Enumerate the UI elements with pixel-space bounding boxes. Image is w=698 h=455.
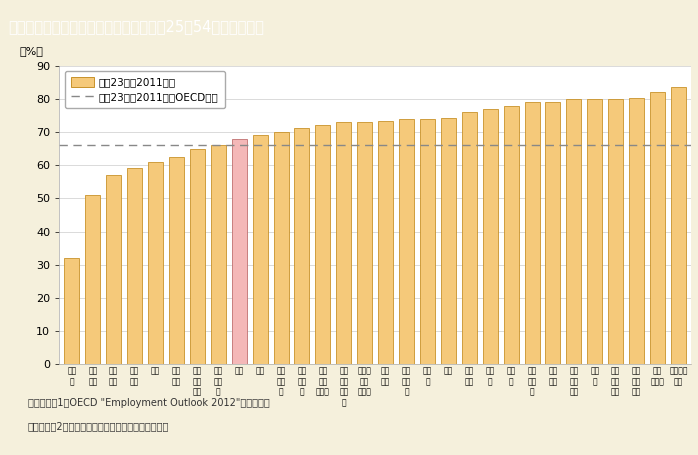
Bar — [462, 112, 477, 364]
Bar — [211, 145, 226, 364]
Bar — [357, 122, 372, 364]
Legend: 平成23年（2011年）, 平成23年（2011年）OECD平均: 平成23年（2011年）, 平成23年（2011年）OECD平均 — [64, 71, 225, 108]
Bar — [274, 132, 288, 364]
Text: （%）: （%） — [20, 46, 43, 56]
Bar — [232, 139, 247, 364]
Bar — [483, 109, 498, 364]
Bar — [671, 87, 686, 364]
Bar — [148, 162, 163, 364]
Bar — [127, 168, 142, 364]
Bar — [295, 128, 309, 364]
Bar — [545, 102, 560, 364]
Bar — [253, 135, 267, 364]
Bar — [420, 119, 435, 364]
Text: 2．就業率は「就業者数／人口」で計算。: 2．就業率は「就業者数／人口」で計算。 — [28, 421, 170, 431]
Bar — [378, 121, 393, 364]
Bar — [399, 119, 414, 364]
Bar — [85, 195, 101, 364]
Bar — [650, 92, 665, 364]
Bar — [587, 99, 602, 364]
Bar — [315, 125, 330, 364]
Text: （備考）　1．OECD "Employment Outlook 2012"より作成。: （備考） 1．OECD "Employment Outlook 2012"より作… — [28, 398, 269, 408]
Bar — [169, 157, 184, 364]
Bar — [524, 102, 540, 364]
Bar — [503, 106, 519, 364]
Text: 第１－２－２図　ＯＥＣＤ諸国の女性（25～54歳）の就業率: 第１－２－２図 ＯＥＣＤ諸国の女性（25～54歳）の就業率 — [8, 19, 265, 34]
Bar — [608, 99, 623, 364]
Bar — [336, 122, 351, 364]
Bar — [566, 100, 581, 364]
Bar — [106, 175, 121, 364]
Bar — [64, 258, 80, 364]
Bar — [629, 98, 644, 364]
Bar — [190, 149, 205, 364]
Bar — [441, 118, 456, 364]
